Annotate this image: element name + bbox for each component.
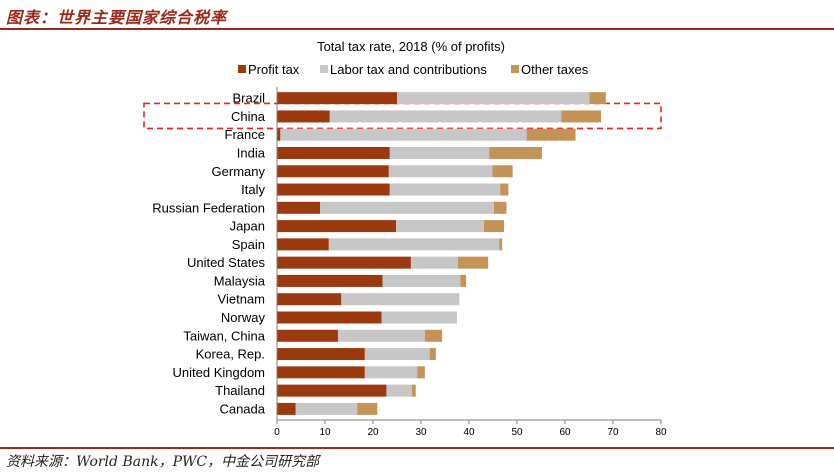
bar-united-states-s1 xyxy=(277,256,411,269)
bar-italy-s1 xyxy=(277,183,390,196)
bar-united-states-s2 xyxy=(410,256,458,269)
bar-taiwan-china-s1 xyxy=(277,329,338,342)
legend-label-1: Profit tax xyxy=(248,62,300,77)
bar-norway-s2 xyxy=(381,311,457,324)
bar-russian-federation-s1 xyxy=(277,201,321,214)
bar-malaysia-s2 xyxy=(382,274,461,287)
category-label: Vietnam xyxy=(218,292,265,307)
bar-malaysia-s1 xyxy=(277,274,383,287)
bar-china-s1 xyxy=(277,110,330,123)
bar-spain-s2 xyxy=(328,238,500,251)
bar-india-s1 xyxy=(277,146,390,159)
bar-canada-s1 xyxy=(277,402,296,415)
category-label: United Kingdom xyxy=(173,365,266,380)
source-note: 资料来源：World Bank，PWC，中金公司研究部 xyxy=(6,454,320,470)
category-label: China xyxy=(231,109,266,124)
bar-spain-s1 xyxy=(277,238,329,251)
x-tick-label: 70 xyxy=(607,427,619,438)
bar-brazil-s1 xyxy=(277,92,397,105)
category-label: Japan xyxy=(230,219,265,234)
category-label: Taiwan, China xyxy=(183,328,265,343)
bar-germany-s2 xyxy=(388,165,493,178)
bar-india-s2 xyxy=(389,146,490,159)
bar-china-s2 xyxy=(329,110,562,123)
bar-united-states-s3 xyxy=(457,256,489,269)
legend-swatch-2 xyxy=(320,65,328,73)
bar-korea-rep--s1 xyxy=(277,348,365,361)
bar-united-kingdom-s3 xyxy=(417,366,425,379)
category-label: Russian Federation xyxy=(152,200,265,215)
x-tick-label: 60 xyxy=(559,427,571,438)
bar-malaysia-s3 xyxy=(460,274,467,287)
legend-label-2: Labor tax and contributions xyxy=(330,62,487,77)
bottom-rule xyxy=(0,447,834,449)
category-label: Italy xyxy=(241,182,265,197)
highlight-box xyxy=(143,102,662,130)
x-tick-label: 50 xyxy=(511,427,523,438)
bar-india-s3 xyxy=(489,146,542,159)
bar-russian-federation-s2 xyxy=(320,201,494,214)
x-tick-label: 40 xyxy=(463,427,475,438)
bar-taiwan-china-s2 xyxy=(337,329,425,342)
bar-japan-s3 xyxy=(483,220,505,233)
bar-spain-s3 xyxy=(499,238,503,251)
x-tick-label: 10 xyxy=(319,427,331,438)
x-axis: 0 10 20 30 40 50 60 70 80 xyxy=(274,87,667,438)
x-tick-label: 30 xyxy=(415,427,427,438)
figure-title: 图表：世界主要国家综合税率 xyxy=(6,8,228,27)
category-label: Norway xyxy=(221,310,266,325)
highlight-layer xyxy=(143,102,662,130)
category-label: Thailand xyxy=(215,383,265,398)
bar-china-s3 xyxy=(561,110,601,123)
bar-canada-s3 xyxy=(357,402,378,415)
bar-united-kingdom-s2 xyxy=(364,366,418,379)
x-tick-label: 80 xyxy=(655,427,667,438)
bar-brazil-s3 xyxy=(589,92,606,105)
legend-label-3: Other taxes xyxy=(521,62,589,77)
bar-vietnam-s1 xyxy=(277,293,342,306)
x-tick-label: 20 xyxy=(367,427,379,438)
category-label: Canada xyxy=(219,401,265,416)
bar-italy-s3 xyxy=(500,183,509,196)
bar-thailand-s2 xyxy=(386,384,412,397)
bar-korea-rep--s3 xyxy=(429,348,436,361)
bar-thailand-s1 xyxy=(277,384,387,397)
category-label: India xyxy=(237,145,266,160)
bar-norway-s1 xyxy=(277,311,382,324)
top-rule xyxy=(0,28,834,30)
bar-united-kingdom-s1 xyxy=(277,366,365,379)
bar-france-s2 xyxy=(280,128,527,141)
category-label: Malaysia xyxy=(214,273,266,288)
x-tick-label: 0 xyxy=(274,427,280,438)
bar-vietnam-s2 xyxy=(341,293,460,306)
bars xyxy=(277,92,606,415)
category-label: Brazil xyxy=(232,91,265,106)
bar-germany-s1 xyxy=(277,165,389,178)
category-label: Spain xyxy=(232,237,265,252)
category-label: Korea, Rep. xyxy=(196,347,265,362)
bar-france-s3 xyxy=(526,128,576,141)
legend: Profit tax Labor tax and contributions Oth… xyxy=(238,62,589,77)
legend-swatch-1 xyxy=(238,65,246,73)
bar-canada-s2 xyxy=(295,402,358,415)
bar-korea-rep--s2 xyxy=(364,348,430,361)
category-label: Germany xyxy=(212,164,266,179)
category-label: United States xyxy=(187,255,266,270)
bar-japan-s1 xyxy=(277,220,397,233)
bar-france-s1 xyxy=(277,128,281,141)
bar-italy-s2 xyxy=(389,183,501,196)
bar-japan-s2 xyxy=(396,220,484,233)
bar-germany-s3 xyxy=(492,165,513,178)
bar-brazil-s2 xyxy=(397,92,590,105)
category-label: France xyxy=(225,127,265,142)
bar-thailand-s3 xyxy=(411,384,416,397)
legend-swatch-3 xyxy=(511,65,519,73)
y-axis-labels: Brazil China France India Germany Italy Russia… xyxy=(152,91,266,417)
bar-taiwan-china-s3 xyxy=(424,329,443,342)
chart-title: Total tax rate, 2018 (% of profits) xyxy=(317,39,505,54)
bar-russian-federation-s3 xyxy=(493,201,507,214)
